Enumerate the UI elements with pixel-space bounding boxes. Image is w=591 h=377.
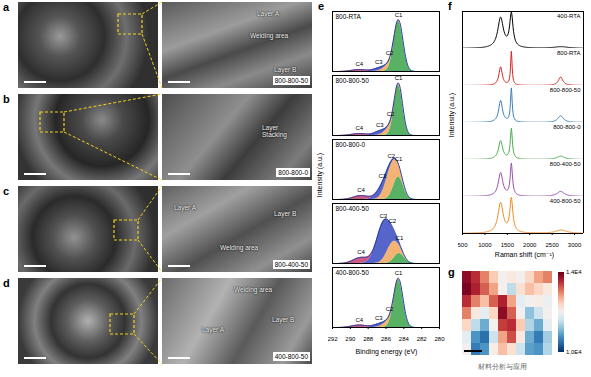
html-text:c: c (3, 185, 10, 197)
svg-text:C2: C2 (387, 111, 395, 117)
html-text:Raman shift (cm⁻¹): Raman shift (cm⁻¹) (494, 251, 555, 258)
svg-text:C3: C3 (379, 173, 387, 179)
html-text:800-400-50: 800-400-50 (274, 261, 308, 268)
html-text:Layer Stacking: Layer Stacking (262, 124, 287, 138)
svg-text:800-800-0: 800-800-0 (336, 141, 366, 148)
html-text:1.0E4: 1.0E4 (566, 349, 582, 355)
svg-text:2000: 2000 (523, 242, 537, 248)
html-text:g: g (448, 266, 455, 278)
svg-text:C4: C4 (355, 125, 363, 131)
svg-text:284: 284 (399, 336, 410, 342)
svg-text:C4: C4 (357, 249, 365, 255)
svg-text:C2: C2 (386, 50, 394, 56)
svg-text:282: 282 (417, 336, 428, 342)
svg-text:800-RTA: 800-RTA (557, 50, 580, 56)
html-text:b: b (3, 93, 10, 105)
svg-text:C1: C1 (395, 156, 403, 162)
svg-text:400-RTA: 400-RTA (557, 13, 580, 19)
svg-text:280: 280 (434, 336, 445, 342)
svg-text:C3: C3 (375, 315, 383, 321)
svg-text:1000: 1000 (478, 242, 492, 248)
svg-text:C3: C3 (375, 59, 383, 65)
html-text:Layer A: Layer A (174, 204, 196, 211)
html-text:800-800-0: 800-800-0 (278, 169, 308, 176)
svg-text:800-800-0: 800-800-0 (553, 124, 581, 130)
svg-text:292: 292 (328, 336, 338, 342)
svg-text:C2: C2 (386, 306, 394, 312)
html-text:Layer B: Layer B (272, 316, 295, 323)
html-text:Layer B: Layer B (274, 210, 297, 217)
html-text:Welding area: Welding area (220, 244, 259, 251)
html-text:Intensity (a.u.): Intensity (a.u.) (316, 152, 323, 198)
html-text:Binding energy (eV): Binding energy (eV) (355, 348, 418, 355)
html-text:Intensity (a.u.): Intensity (a.u.) (448, 92, 455, 138)
html-text:Welding area: Welding area (234, 286, 273, 293)
svg-text:1500: 1500 (501, 242, 515, 248)
html-text:1.4E4: 1.4E4 (566, 269, 582, 275)
svg-text:800-400-50: 800-400-50 (550, 161, 581, 167)
svg-text:800-800-50: 800-800-50 (336, 77, 370, 84)
html-text:e: e (318, 0, 325, 12)
svg-text:288: 288 (363, 336, 374, 342)
html-text:Welding area: Welding area (250, 32, 289, 39)
svg-text:286: 286 (381, 336, 392, 342)
html-text:f: f (448, 0, 452, 12)
svg-text:800-RTA: 800-RTA (336, 13, 362, 20)
svg-text:400-800-50: 400-800-50 (550, 198, 581, 204)
html-text:Layer B: Layer B (274, 66, 297, 73)
html-text:400-800-50: 400-800-50 (274, 353, 308, 360)
svg-text:C1: C1 (395, 12, 403, 18)
html-text:a: a (3, 1, 10, 13)
svg-text:C2: C2 (388, 218, 396, 224)
svg-text:C1: C1 (394, 75, 403, 81)
svg-text:C4: C4 (357, 187, 365, 193)
html-text:材料分析与应用: 材料分析与应用 (478, 363, 527, 370)
svg-text:290: 290 (345, 336, 356, 342)
svg-text:C4: C4 (355, 317, 363, 323)
svg-text:800-800-50: 800-800-50 (550, 87, 581, 93)
html-text:800-800-50: 800-800-50 (274, 77, 308, 84)
svg-text:C1: C1 (395, 270, 403, 276)
svg-text:C2: C2 (388, 153, 396, 159)
html-text:Layer A: Layer A (257, 10, 279, 17)
html-text:d: d (3, 277, 10, 289)
svg-text:C1: C1 (396, 235, 404, 241)
svg-text:500: 500 (458, 242, 468, 248)
svg-text:C3: C3 (379, 213, 387, 219)
svg-text:3000: 3000 (568, 242, 582, 248)
svg-text:2500: 2500 (545, 242, 559, 248)
svg-text:C3: C3 (376, 122, 384, 128)
svg-text:400-800-50: 400-800-50 (336, 269, 370, 276)
svg-text:800-400-50: 800-400-50 (336, 205, 370, 212)
svg-text:C4: C4 (355, 61, 363, 67)
html-text:Layer A: Layer A (202, 326, 224, 333)
